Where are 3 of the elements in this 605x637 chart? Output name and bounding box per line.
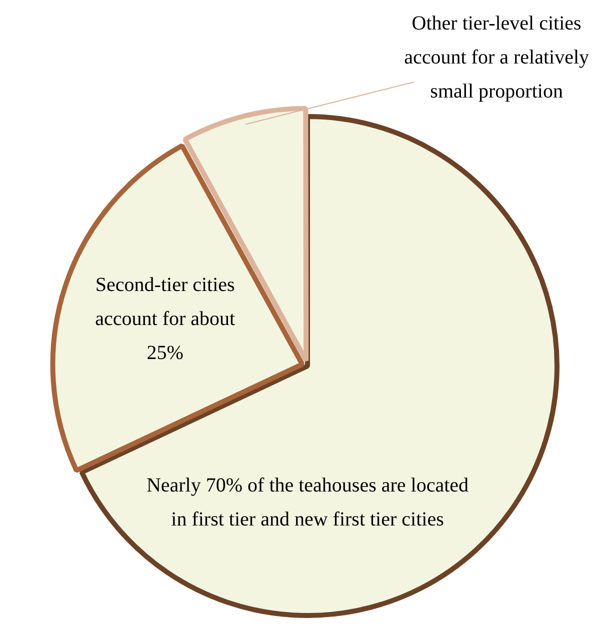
slice-label: Nearly 70% of the teahouses are located in first tier and new first tier cities bbox=[146, 474, 469, 530]
slice-label: Second-tier cities account for about 25% bbox=[95, 274, 236, 364]
slice-label: Other tier-level cities account for a relatively small proportion bbox=[404, 12, 589, 102]
